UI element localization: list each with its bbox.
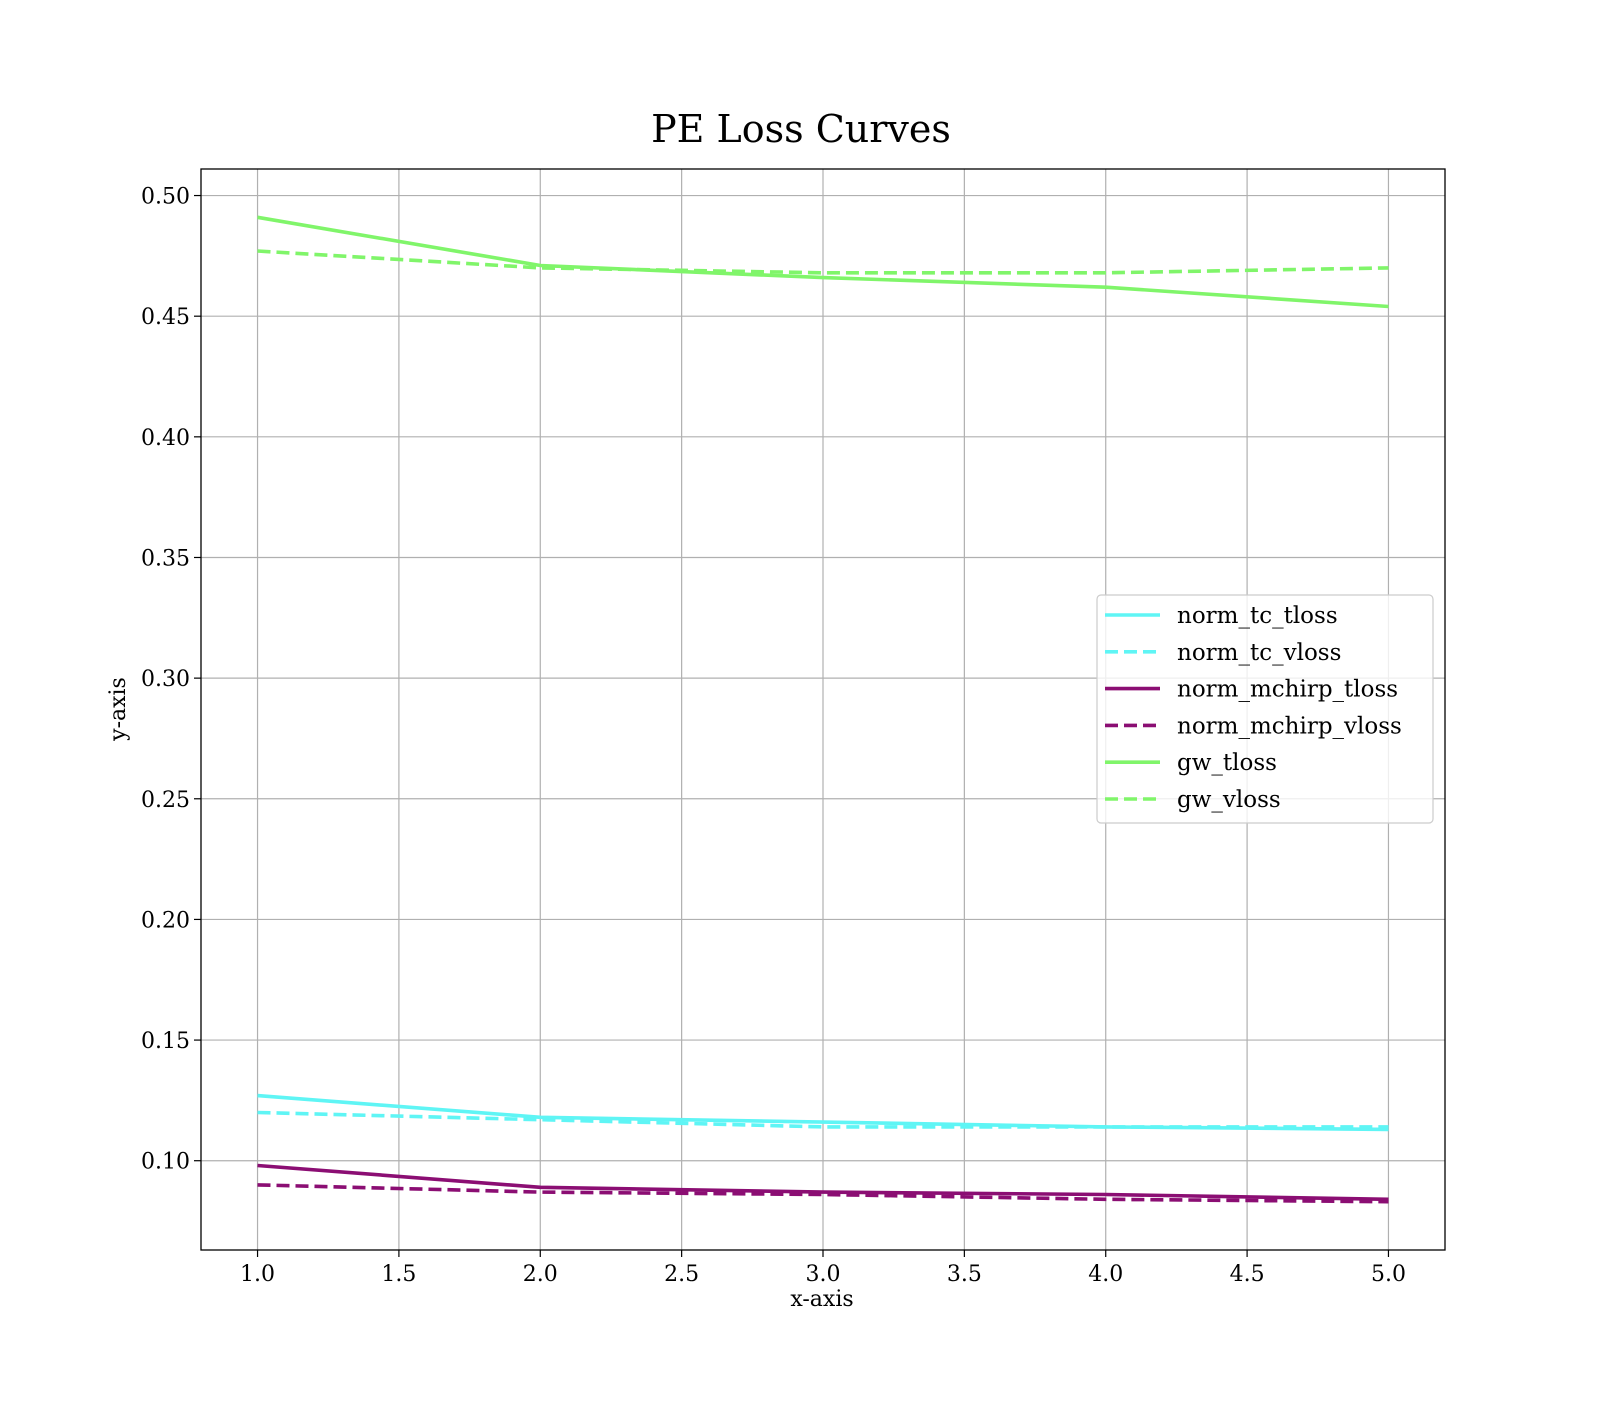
x-axis-label: x-axis [790,1287,853,1312]
x-tick-label: 3.5 [947,1262,982,1287]
series-lines [257,215,1389,1204]
y-tick-label: 0.10 [141,1150,190,1175]
series-line-gw_tloss [257,215,1389,309]
x-ticks: 1.0 1.5 2.0 2.5 3.0 3.5 4.0 4.5 5.0 [240,1250,1406,1287]
x-tick-label: 3.0 [806,1262,841,1287]
x-tick-label: 2.5 [664,1262,699,1287]
y-tick-label: 0.25 [141,788,190,813]
legend-box [1096,594,1434,824]
legend-items: norm_tc_tloss norm_tc_vloss norm_mchirp_tl… [1105,603,1402,813]
y-tick-label: 0.30 [141,667,190,692]
legend-label: norm_tc_tloss [1177,603,1338,629]
y-tick-label: 0.35 [141,546,190,571]
y-axis-label: y-axis [106,677,131,742]
series-line-norm_tc_vloss [257,1110,1389,1129]
legend: norm_tc_tloss norm_tc_vloss norm_mchirp_tl… [1096,594,1434,824]
y-ticks: 0.10 0.15 0.20 0.25 0.30 0.35 0.40 0.45 0.50 [141,185,201,1175]
series-line-norm_mchirp_tloss [257,1163,1389,1202]
x-tick-label: 4.0 [1088,1262,1123,1287]
y-tick-label: 0.40 [141,426,190,451]
series-line-gw_vloss [257,249,1389,275]
x-tick-label: 2.0 [523,1262,558,1287]
legend-label: norm_tc_vloss [1177,640,1341,666]
series-line-norm_mchirp_vloss [257,1183,1389,1204]
x-tick-label: 4.5 [1230,1262,1265,1287]
legend-label: gw_tloss [1177,750,1277,776]
y-tick-label: 0.45 [141,305,190,330]
legend-label: norm_mchirp_tloss [1177,677,1398,703]
x-tick-label: 5.0 [1371,1262,1406,1287]
y-tick-label: 0.20 [141,908,190,933]
x-tick-label: 1.0 [240,1262,275,1287]
chart-title: PE Loss Curves [651,107,951,151]
legend-label: norm_mchirp_vloss [1177,713,1402,739]
legend-label: gw_vloss [1177,787,1281,813]
y-tick-label: 0.50 [141,185,190,210]
y-tick-label: 0.15 [141,1029,190,1054]
x-tick-label: 1.5 [381,1262,416,1287]
